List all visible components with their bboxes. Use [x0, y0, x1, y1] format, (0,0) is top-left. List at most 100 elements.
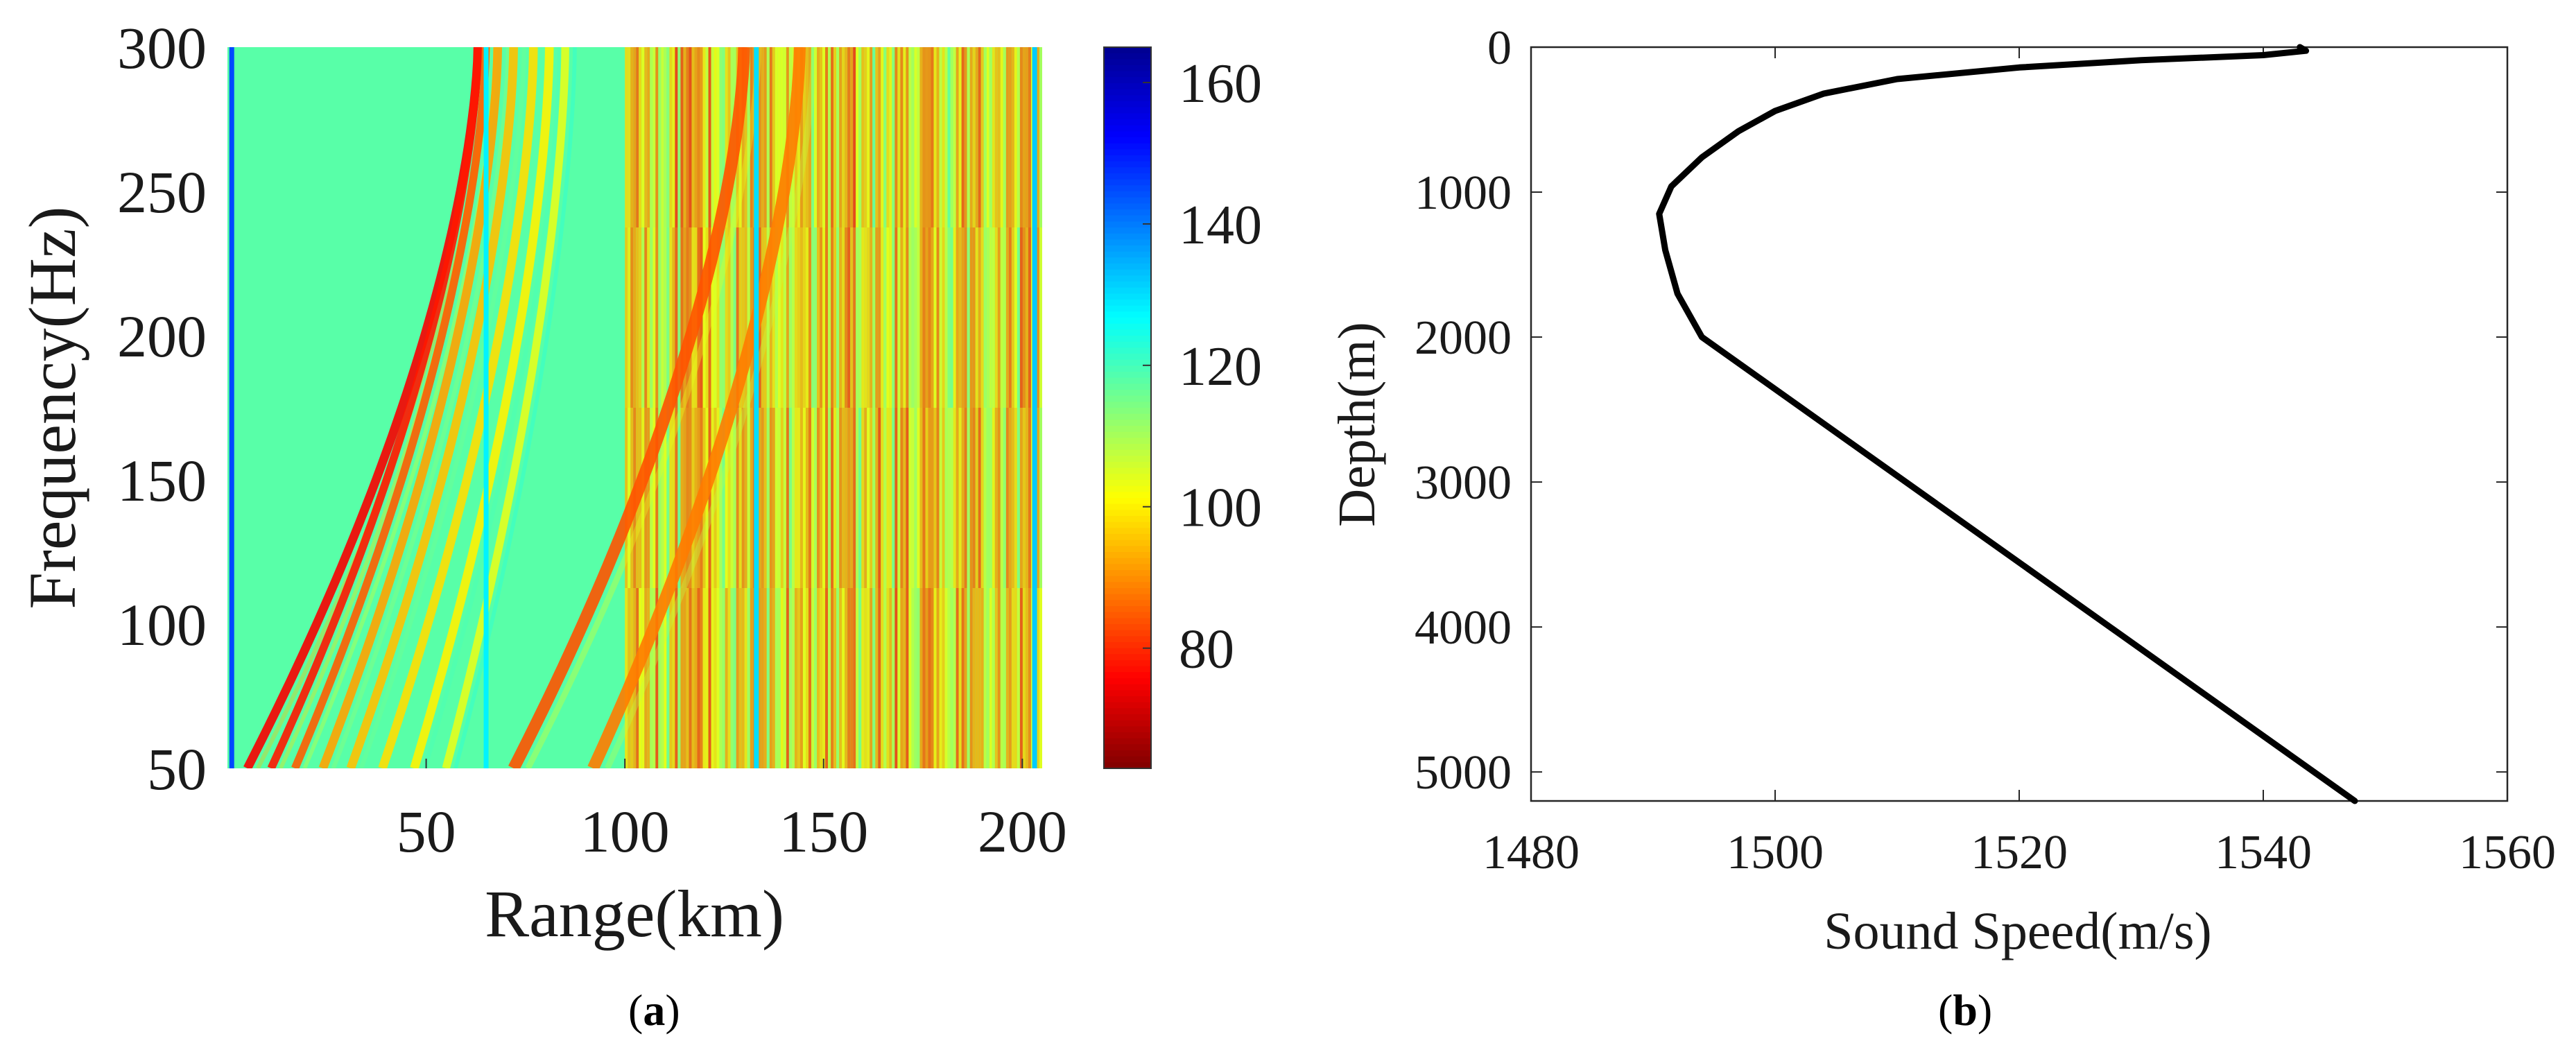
heatmap-noise-cell	[1014, 408, 1017, 588]
heatmap-noise-cell	[788, 408, 792, 588]
caption-b-letter: b	[1953, 985, 1978, 1035]
heatmap-noise-cell	[936, 408, 940, 588]
colorbar-cell	[1104, 323, 1151, 331]
heatmap-noise-cell	[666, 588, 670, 768]
panel-b-y-axis-label: Depth(m)	[1328, 322, 1386, 526]
heatmap-noise-cell	[797, 588, 800, 768]
heatmap-noise-cell	[700, 588, 703, 768]
heatmap-noise-cell	[928, 47, 931, 227]
heatmap-noise-cell	[738, 227, 742, 408]
heatmap-noise-cell	[894, 408, 898, 588]
colorbar-cell	[1104, 65, 1151, 72]
heatmap-noise-cell	[655, 227, 659, 408]
heatmap-noise-cell	[961, 227, 965, 408]
colorbar-cell	[1104, 107, 1151, 114]
heatmap-noise-cell	[683, 47, 686, 227]
heatmap-noise-cell	[661, 408, 664, 588]
heatmap-noise-cell	[978, 588, 981, 768]
heatmap-noise-cell	[847, 588, 851, 768]
colorbar-cell	[1104, 449, 1151, 457]
heatmap-noise-cell	[872, 47, 876, 227]
heatmap-noise-cell	[953, 588, 956, 768]
heatmap-noise-cell	[908, 408, 912, 588]
heatmap-noise-cell	[972, 47, 976, 227]
heatmap-noise-cell	[802, 408, 806, 588]
heatmap-noise-cell	[775, 408, 778, 588]
heatmap-noise-cell	[783, 47, 786, 227]
heatmap-noise-cell	[989, 47, 992, 227]
heatmap-noise-cell	[861, 588, 865, 768]
heatmap-noise-cell	[847, 408, 851, 588]
heatmap-noise-cell	[872, 227, 876, 408]
heatmap-noise-cell	[691, 588, 695, 768]
b-x-tick-label: 1480	[1483, 826, 1580, 879]
heatmap-noise-cell	[783, 227, 786, 408]
heatmap-noise-cell	[883, 227, 887, 408]
colorbar-tick-label: 120	[1179, 336, 1262, 397]
heatmap-noise-cell	[666, 47, 670, 227]
heatmap-noise-cell	[741, 408, 745, 588]
heatmap-noise-cell	[947, 47, 951, 227]
heatmap-noise-cell	[794, 227, 797, 408]
heatmap-noise-cell	[847, 227, 851, 408]
heatmap-noise-cell	[892, 408, 895, 588]
colorbar-cell	[1104, 654, 1151, 661]
heatmap-noise-cell	[719, 408, 723, 588]
heatmap-noise-cell	[925, 588, 928, 768]
colorbar-cell	[1104, 390, 1151, 397]
colorbar-frame	[1103, 46, 1152, 769]
heatmap-noise-cell	[980, 227, 984, 408]
heatmap-noise-cell	[1042, 47, 1045, 227]
colorbar-cell	[1104, 359, 1151, 367]
heatmap-noise-cell	[725, 588, 728, 768]
heatmap-noise-cell	[870, 588, 873, 768]
heatmap-noise-cell	[1011, 47, 1014, 227]
heatmap-noise-cell	[797, 408, 800, 588]
heatmap-noise-cell	[630, 47, 634, 227]
colorbar-cell	[1104, 71, 1151, 78]
heatmap-noise-cell	[808, 227, 811, 408]
colorbar-cell	[1104, 125, 1151, 132]
heatmap-noise-cell	[650, 588, 653, 768]
heatmap-noise-cell	[689, 408, 692, 588]
heatmap-noise-cell	[799, 47, 803, 227]
colorbar-cell	[1104, 624, 1151, 631]
heatmap-noise-cell	[894, 588, 898, 768]
colorbar-cell	[1104, 305, 1151, 313]
b-y-tick-label: 0	[1487, 21, 1512, 75]
heatmap-noise-cell	[1022, 588, 1026, 768]
colorbar-cell	[1104, 197, 1151, 205]
heatmap-noise-cell	[1008, 588, 1012, 768]
caption-b-open: (	[1938, 985, 1953, 1035]
colorbar-cell	[1104, 552, 1151, 559]
heatmap-noise-cell	[858, 588, 862, 768]
heatmap-noise-cell	[997, 47, 1001, 227]
heatmap-noise-cell	[788, 227, 792, 408]
heatmap-noise-cell	[772, 408, 775, 588]
heatmap-noise-cell	[669, 47, 673, 227]
heatmap-noise-cell	[777, 227, 781, 408]
colorbar-cell	[1104, 341, 1151, 349]
striation-9	[508, 47, 750, 768]
heatmap-noise-cell	[664, 47, 667, 227]
heatmap-noise-cell	[825, 227, 829, 408]
colorbar-cell	[1104, 420, 1151, 426]
heatmap-noise-cell	[820, 408, 823, 588]
colorbar-cell	[1104, 606, 1151, 613]
b-x-tick-label: 1520	[1971, 826, 2068, 879]
heatmap-noise-cell	[939, 408, 942, 588]
colorbar-cell	[1104, 431, 1151, 439]
colorbar-cell	[1104, 221, 1151, 228]
heatmap-noise-cell	[805, 227, 809, 408]
heatmap-noise-cell	[861, 47, 865, 227]
heatmap-noise-cell	[730, 227, 734, 408]
heatmap-noise-cell	[836, 588, 840, 768]
heatmap-noise-cell	[881, 408, 884, 588]
heatmap-noise-cell	[964, 408, 967, 588]
heatmap-noise-cell	[691, 47, 695, 227]
heatmap-noise-cell	[761, 408, 764, 588]
heatmap-noise-cell	[811, 588, 814, 768]
heatmap-noise-cell	[1017, 588, 1020, 768]
heatmap-noise-cell	[942, 227, 945, 408]
